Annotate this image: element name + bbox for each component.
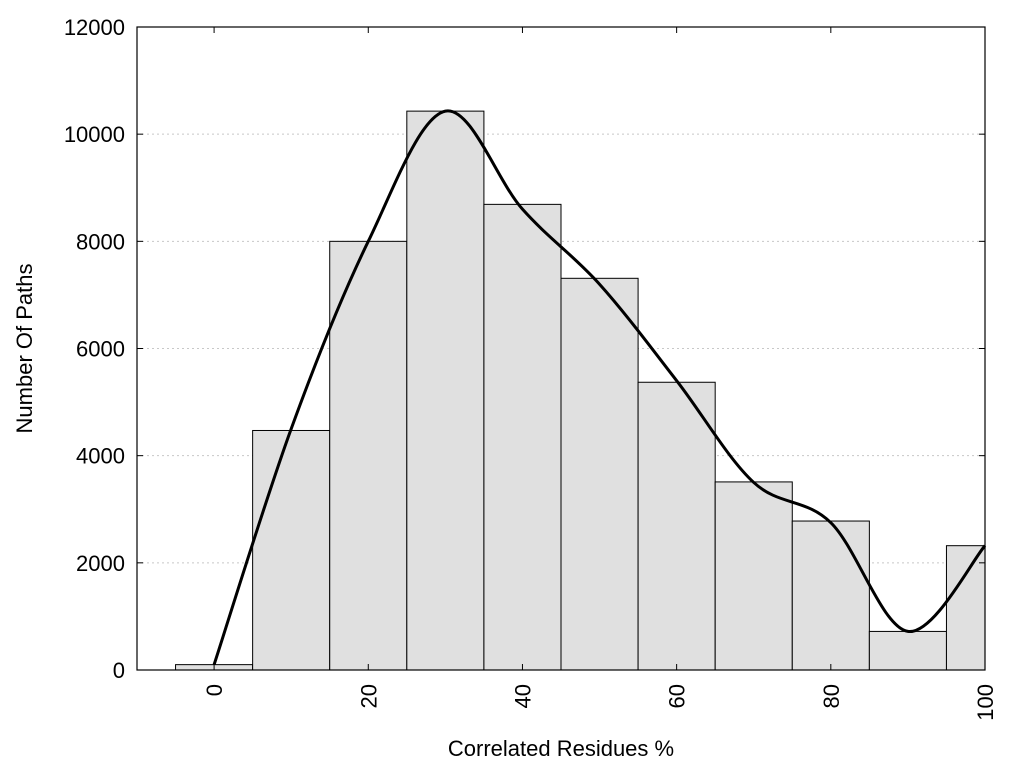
histogram-bar [791, 520, 870, 671]
x-axis-ticks: 0 20 40 60 80 100 [202, 27, 998, 721]
y-tick-label: 0 [113, 658, 125, 683]
x-tick-label: 20 [356, 684, 381, 708]
y-tick-label: 10000 [64, 122, 125, 147]
histogram-bar [945, 545, 986, 671]
y-tick-label: 12000 [64, 15, 125, 40]
x-tick-label: 60 [665, 684, 690, 708]
y-tick-label: 6000 [76, 337, 125, 362]
histogram-bar [637, 381, 716, 671]
y-tick-label: 2000 [76, 551, 125, 576]
histogram-bar [868, 630, 947, 671]
x-axis-title: Correlated Residues % [448, 736, 674, 761]
bars [175, 110, 986, 671]
histogram-bar [252, 429, 331, 671]
histogram-bar [483, 203, 562, 671]
histogram-bar [406, 110, 485, 671]
x-tick-label: 0 [202, 684, 227, 696]
histogram-bar [560, 277, 639, 671]
y-tick-label: 4000 [76, 444, 125, 469]
y-tick-label: 8000 [76, 229, 125, 254]
x-tick-label: 40 [510, 684, 535, 708]
y-axis-title: Number Of Paths [12, 264, 37, 434]
histogram-bar [714, 481, 793, 671]
x-tick-label: 80 [819, 684, 844, 708]
density-curve-layer [212, 109, 987, 666]
density-curve [212, 109, 987, 666]
x-tick-label: 100 [973, 684, 998, 721]
histogram-bar [329, 240, 408, 671]
y-axis-ticks: 0 2000 4000 6000 8000 10000 12000 [64, 15, 985, 683]
